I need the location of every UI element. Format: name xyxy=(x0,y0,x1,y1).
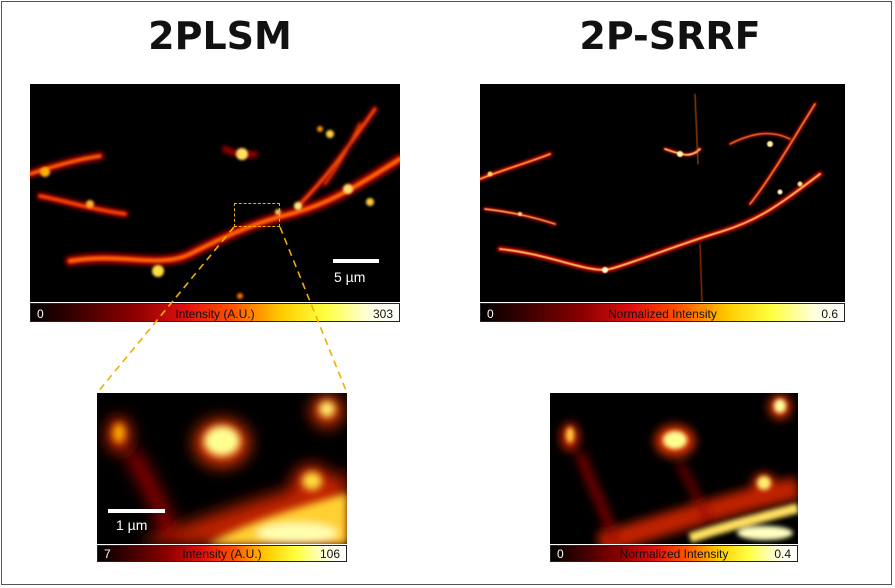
zoom-image-2p-srrf xyxy=(550,393,798,544)
colorbar-top-left: 0 Intensity (A.U.) 303 xyxy=(30,303,400,322)
colorbar-bottom-left: 7 Intensity (A.U.) 106 xyxy=(97,545,347,562)
colorbar-min: 0 xyxy=(487,307,494,321)
scalebar-label-bottom-left: 1 µm xyxy=(116,517,148,533)
left-title: 2PLSM xyxy=(148,14,292,58)
right-title: 2P-SRRF xyxy=(579,14,761,58)
colorbar-top-right: 0 Normalized Intensity 0.6 xyxy=(480,303,845,322)
scalebar-top-left xyxy=(333,259,379,263)
scalebar-label-top-left: 5 µm xyxy=(334,269,366,285)
zoom-image-2plsm xyxy=(97,393,347,544)
colorbar-label: Normalized Intensity xyxy=(608,307,717,321)
colorbar-max: 0.4 xyxy=(774,547,791,561)
colorbar-bottom-right: 0 Normalized Intensity 0.4 xyxy=(550,545,798,562)
image-2p-srrf xyxy=(480,84,845,302)
scalebar-bottom-left xyxy=(108,509,165,513)
colorbar-max: 303 xyxy=(372,307,393,321)
colorbar-label: Normalized Intensity xyxy=(619,547,729,561)
colorbar-max: 0.6 xyxy=(821,307,838,321)
inset-box xyxy=(234,203,280,227)
colorbar-label: Intensity (A.U.) xyxy=(182,547,262,561)
colorbar-max: 106 xyxy=(319,547,340,561)
colorbar-label: Intensity (A.U.) xyxy=(175,307,255,321)
colorbar-min: 0 xyxy=(37,307,44,321)
colorbar-min: 7 xyxy=(104,547,111,561)
colorbar-min: 0 xyxy=(557,547,564,561)
